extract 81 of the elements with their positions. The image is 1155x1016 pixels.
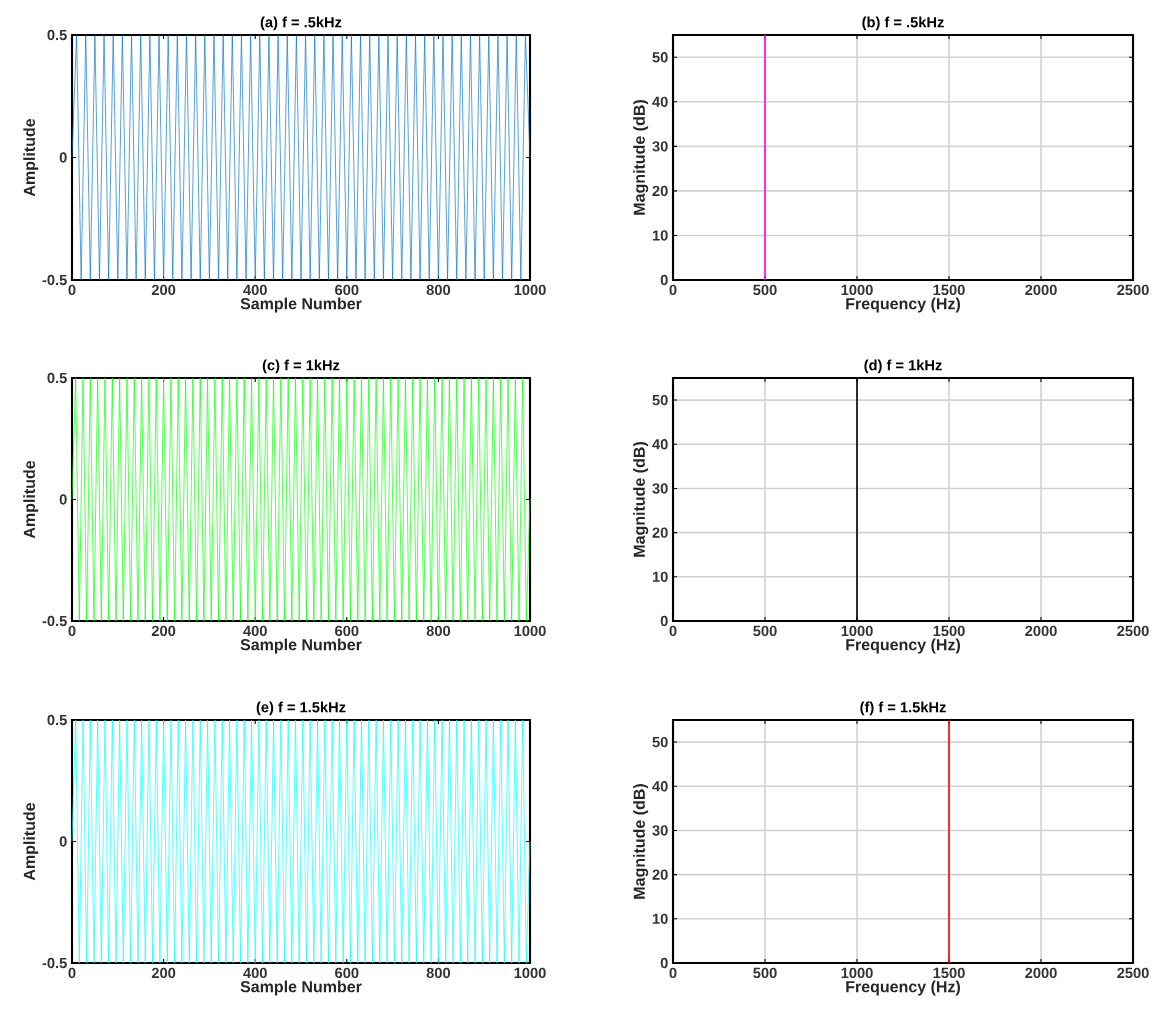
y-tick-label: 0 [59,152,67,163]
x-tick-label: 2500 [1117,284,1149,296]
x-tick-label: 200 [151,625,176,637]
y-tick-label: 20 [652,185,668,197]
y-tick-label: 10 [652,230,668,241]
x-tick-label: 0 [68,284,76,296]
x-tick-label: 800 [426,967,451,979]
x-axis-title: Frequency (Hz) [846,297,960,313]
x-tick-label: 2000 [1025,625,1057,637]
x-tick-label: 400 [243,284,267,296]
x-tick-label: 400 [243,967,267,979]
x-tick-label: 1000 [841,967,873,979]
x-tick-label: 1000 [514,967,546,979]
x-tick-label: 600 [335,967,359,979]
x-tick-label: 2500 [1117,967,1149,979]
x-tick-label: 800 [426,625,451,637]
y-tick-label: 0 [660,274,668,286]
y-tick-label: 0.5 [47,714,67,726]
y-tick-label: -0.5 [42,957,67,969]
y-tick-label: 40 [652,439,668,450]
y-axis-title: Amplitude [23,802,39,881]
x-axis-title: Frequency (Hz) [846,980,960,996]
x-tick-label: 1000 [841,284,873,296]
x-tick-label: 600 [335,625,359,637]
x-tick-label: 2500 [1117,625,1149,637]
x-tick-label: 2000 [1025,284,1057,296]
x-tick-label: 1500 [933,625,965,637]
y-tick-label: -0.5 [42,274,67,286]
y-tick-label: 50 [652,394,668,406]
x-tick-label: 1000 [514,625,546,637]
y-tick-label: 10 [652,571,668,583]
chart-title: (b) f = .5kHz [862,16,944,31]
y-tick-label: 50 [652,736,668,748]
x-tick-label: 0 [669,625,677,637]
y-tick-label: 0 [660,615,668,627]
chart-title: (d) f = 1kHz [864,359,942,374]
x-tick-label: 1500 [933,967,965,979]
y-tick-label: 40 [652,96,668,108]
x-tick-label: 500 [753,967,777,979]
y-tick-label: 0 [59,836,67,847]
y-axis-title: Magnitude (dB) [633,784,649,899]
chart-title: (c) f = 1kHz [262,359,340,374]
x-tick-label: 200 [151,967,176,979]
x-tick-label: 0 [669,967,677,979]
chart-title: (a) f = .5kHz [260,16,342,31]
x-tick-label: 600 [335,284,359,296]
y-tick-label: 20 [652,869,668,880]
y-tick-label: 0.5 [47,29,67,41]
y-tick-label: 10 [652,913,668,925]
x-tick-label: 400 [243,625,267,637]
y-axis-title: Magnitude (dB) [633,100,649,215]
y-tick-label: 0.5 [47,372,67,384]
x-tick-label: 500 [753,625,777,637]
y-tick-label: 0 [59,494,67,505]
x-tick-label: 2000 [1025,967,1057,979]
x-tick-label: 500 [753,284,777,296]
x-tick-label: 1000 [841,625,873,637]
x-axis-title: Frequency (Hz) [846,638,960,654]
y-tick-label: 30 [652,141,668,152]
y-tick-label: -0.5 [42,615,67,627]
x-axis-title: Sample Number [240,638,362,654]
chart-title: (f) f = 1.5kHz [860,701,946,716]
y-tick-label: 50 [652,52,668,63]
y-tick-label: 0 [660,957,668,969]
x-tick-label: 800 [426,284,451,296]
x-tick-label: 200 [151,284,176,296]
x-tick-label: 0 [669,284,677,296]
x-axis-title: Sample Number [240,980,362,996]
y-tick-label: 30 [652,483,668,494]
x-tick-label: 0 [68,625,76,637]
y-tick-label: 30 [652,825,668,836]
y-axis-title: Amplitude [23,118,39,197]
x-tick-label: 0 [68,967,76,979]
x-axis-title: Sample Number [240,297,362,313]
y-axis-title: Magnitude (dB) [633,442,649,557]
y-tick-label: 20 [652,527,668,538]
x-tick-label: 1500 [933,284,965,296]
x-tick-label: 1000 [514,284,546,296]
y-tick-label: 40 [652,781,668,792]
y-axis-title: Amplitude [23,460,39,539]
chart-title: (e) f = 1.5kHz [256,701,346,716]
